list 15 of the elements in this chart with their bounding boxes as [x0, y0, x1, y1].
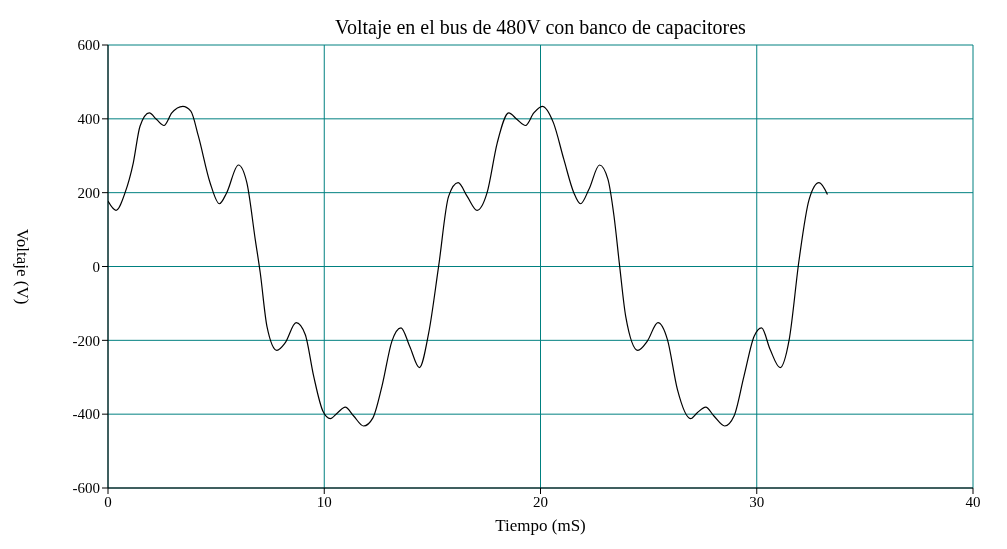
y-tick-label: -400 — [72, 406, 100, 423]
x-tick-label: 20 — [533, 493, 548, 510]
y-axis-title: Voltaje (V) — [12, 228, 32, 305]
x-tick-label: 10 — [316, 493, 332, 510]
x-tick-label: 30 — [749, 493, 765, 510]
y-tick-label: 0 — [92, 258, 100, 275]
chart-title: Voltaje en el bus de 480V con banco de capacitores — [334, 16, 747, 39]
y-tick-label: -600 — [72, 480, 100, 497]
x-axis-title: Tiempo (mS) — [495, 516, 586, 535]
y-tick-label: -200 — [72, 332, 100, 349]
y-tick-label: 400 — [77, 111, 100, 128]
y-tick-label: 200 — [77, 184, 100, 201]
x-tick-label: 40 — [965, 493, 981, 510]
y-tick-label: 600 — [77, 37, 100, 54]
x-tick-label: 0 — [104, 493, 112, 510]
